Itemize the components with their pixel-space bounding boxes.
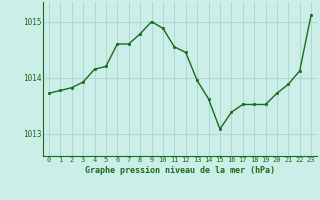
X-axis label: Graphe pression niveau de la mer (hPa): Graphe pression niveau de la mer (hPa) — [85, 166, 275, 175]
